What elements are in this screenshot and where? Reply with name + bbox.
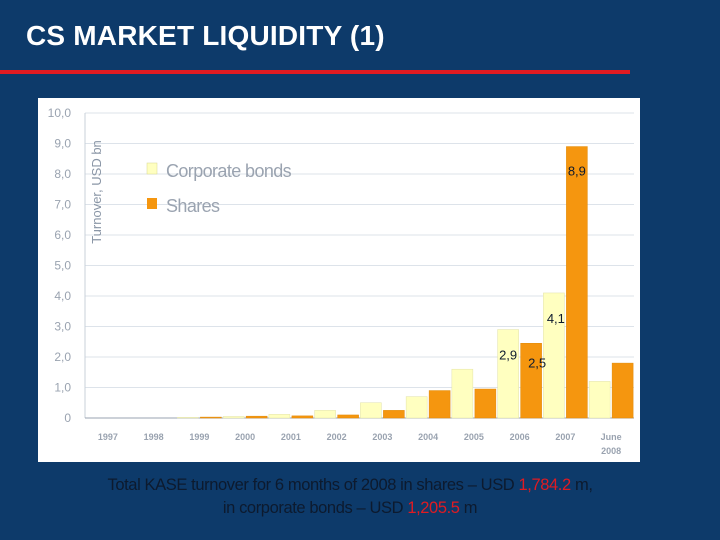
bar-shares: [383, 410, 405, 419]
y-axis-ticks: 0 1,0 2,0 3,0 4,0 5,0 6,0 7,0 8,0 9,0 10,0: [48, 106, 72, 425]
bar-corporate-bonds: [405, 396, 428, 419]
bar-shares: [520, 343, 542, 419]
x-tick-label: 2005: [464, 432, 484, 442]
legend-label-corporate-bonds: Corporate bonds: [166, 161, 292, 181]
footer-line-shares: Total KASE turnover for 6 months of 2008…: [40, 474, 660, 497]
y-tick-label: 9,0: [54, 137, 71, 151]
y-tick-label: 7,0: [54, 198, 71, 212]
legend-swatch-corporate-bonds: [146, 162, 158, 175]
footer-shares-prefix: Total KASE turnover for 6 months of 2008…: [107, 476, 515, 494]
legend-label-shares: Shares: [166, 196, 220, 216]
bar-corporate-bonds: [451, 368, 474, 419]
x-axis-ticks: 1997 1998 1999 2000 2001 2002 2003 2004 2005 2006…: [98, 432, 622, 456]
x-tick-label: 2006: [510, 432, 530, 442]
gridlines: [84, 112, 634, 419]
bar-shares: [291, 415, 314, 419]
footer-bonds-prefix: in corporate bonds – USD: [222, 499, 404, 517]
bar-shares: [245, 415, 268, 419]
x-tick-label: 2004: [418, 432, 438, 442]
y-tick-label: 0: [64, 411, 71, 425]
bar-corporate-bonds: [543, 292, 565, 419]
bar-corporate-bonds: [177, 417, 199, 419]
y-tick-label: 3,0: [54, 320, 71, 334]
footer-summary: Total KASE turnover for 6 months of 2008…: [40, 474, 660, 520]
bar-corporate-bonds: [360, 402, 382, 419]
data-label: 8,9: [568, 164, 586, 179]
y-axis-label: Turnover, USD bn: [89, 140, 104, 244]
x-tick-label: 2007: [555, 432, 575, 442]
data-label: 2,9: [499, 348, 517, 363]
data-labels: 2,9 2,5 4,1 8,9: [499, 164, 586, 371]
y-tick-label: 1,0: [54, 381, 71, 395]
data-label: 2,5: [528, 355, 546, 370]
y-tick-label: 8,0: [54, 167, 71, 181]
x-tick-label: 1999: [189, 432, 209, 442]
bar-corporate-bonds: [588, 381, 611, 419]
bar-corporate-bonds: [222, 416, 245, 419]
y-tick-label: 6,0: [54, 228, 71, 242]
legend-swatch-shares: [147, 198, 157, 209]
bars: [177, 146, 634, 419]
x-tick-label: 2003: [372, 432, 392, 442]
x-tick-label: June 2008: [601, 432, 622, 456]
bar-shares: [474, 388, 497, 419]
title-rule: [0, 70, 630, 74]
x-tick-label: 2002: [327, 432, 347, 442]
bar-corporate-bonds: [268, 414, 291, 419]
x-tick-label: 2001: [281, 432, 301, 442]
footer-shares-suffix: m,: [574, 476, 593, 494]
x-tick-label: 1998: [144, 432, 164, 442]
bar-shares: [200, 416, 222, 419]
y-tick-label: 10,0: [48, 106, 72, 120]
bar-corporate-bonds: [314, 410, 336, 419]
footer-bonds-suffix: m: [463, 499, 478, 517]
footer-shares-value: 1,784.2: [518, 476, 572, 494]
legend: Corporate bonds Shares: [146, 161, 292, 216]
bar-corporate-bonds: [497, 329, 519, 419]
data-label: 4,1: [547, 311, 565, 326]
bar-shares: [428, 390, 451, 419]
slide-title: CS MARKET LIQUIDITY (1): [26, 20, 385, 51]
y-tick-label: 2,0: [54, 350, 71, 364]
bar-shares: [337, 414, 359, 419]
footer-bonds-value: 1,205.5: [407, 499, 460, 517]
x-tick-label: 1997: [98, 432, 118, 442]
footer-line-bonds: in corporate bonds – USD 1,205.5 m: [40, 497, 660, 520]
y-tick-label: 4,0: [54, 289, 71, 303]
y-tick-label: 5,0: [54, 259, 71, 273]
x-tick-label: 2000: [235, 432, 255, 442]
bar-shares: [566, 146, 588, 419]
bar-shares: [611, 362, 634, 419]
